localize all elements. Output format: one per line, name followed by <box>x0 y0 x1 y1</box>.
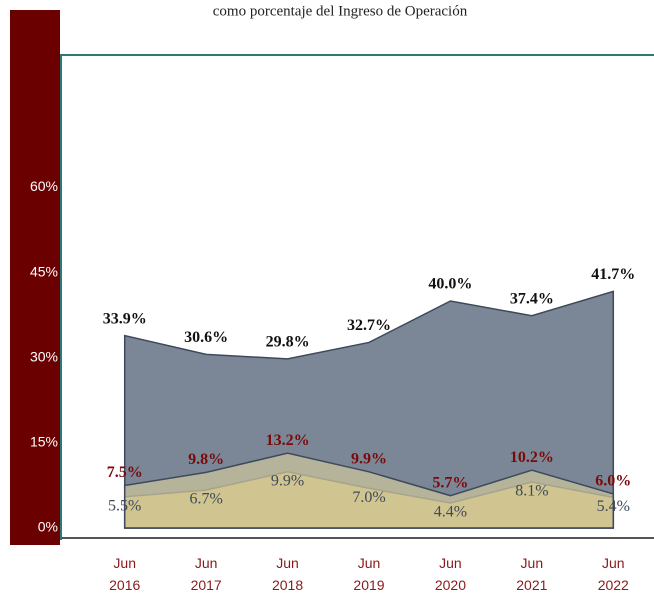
data-label: 5.7% <box>432 474 468 491</box>
data-label: 5.4% <box>597 498 630 515</box>
y-tick-label: 15% <box>30 434 58 450</box>
data-label: 6.7% <box>189 491 222 508</box>
data-label: 7.0% <box>352 489 385 506</box>
y-tick-label: 0% <box>38 519 58 535</box>
plot: 33.9% 30.6% 29.8% 32.7% 40.0% 37.4% 41.7% 5.5% 6… <box>58 187 654 539</box>
x-tick-label: Jun 2022 <box>597 555 629 593</box>
data-label: 6.0% <box>595 473 631 490</box>
x-tick-label: Jun 2016 <box>109 555 141 593</box>
y-tick-label: 60% <box>30 178 58 194</box>
data-label: 33.9% <box>103 310 147 327</box>
x-tick-label: Jun 2019 <box>353 555 385 593</box>
data-label: 30.6% <box>184 329 228 346</box>
data-label: 13.2% <box>266 432 310 449</box>
y-tick-label: 45% <box>30 263 58 279</box>
x-tick-label: Jun 2018 <box>271 555 304 593</box>
data-label: 9.9% <box>351 450 387 467</box>
x-tick-label: Jun 2021 <box>516 555 548 593</box>
chart-subtitle: como porcentaje del Ingreso de Operación <box>213 3 468 19</box>
x-tick-label: Jun 2020 <box>434 555 466 593</box>
data-label: 4.4% <box>434 504 467 521</box>
data-label: 7.5% <box>107 464 143 481</box>
data-label: 5.5% <box>108 497 141 514</box>
axis-band <box>10 10 60 545</box>
data-label: 9.9% <box>271 472 304 489</box>
data-label: 29.8% <box>266 334 310 351</box>
area <box>123 452 615 529</box>
data-label: 37.4% <box>510 290 554 307</box>
data-label: 10.2% <box>510 449 554 466</box>
x-tick-label: Jun 2017 <box>190 555 222 593</box>
data-label: 40.0% <box>428 276 472 293</box>
data-label: 8.1% <box>515 483 548 500</box>
data-label: 9.8% <box>188 451 224 468</box>
data-label: 32.7% <box>347 317 391 334</box>
data-label: 41.7% <box>591 266 635 283</box>
y-tick-label: 30% <box>30 348 58 364</box>
